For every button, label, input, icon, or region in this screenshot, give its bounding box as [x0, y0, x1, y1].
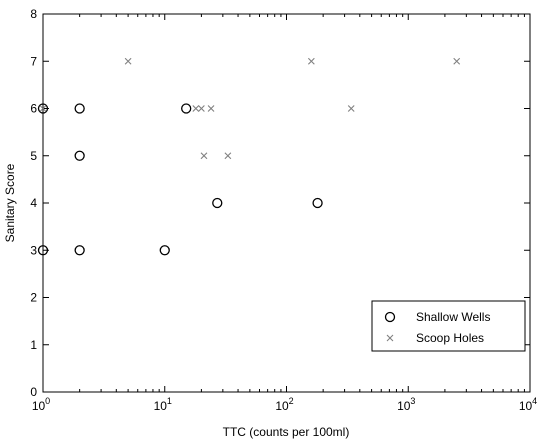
shallow-wells-point	[159, 245, 170, 256]
x-tick-base: 10	[154, 399, 168, 413]
x-tick-label: 100	[32, 396, 50, 413]
y-tick-label: 7	[30, 54, 37, 68]
x-tick-exponent: 0	[45, 396, 50, 406]
x-tick-label: 103	[397, 396, 415, 413]
scoop-holes-point	[200, 152, 208, 160]
data-points	[37, 57, 461, 256]
scoop-holes-point	[198, 105, 205, 112]
y-tick-label: 4	[30, 196, 37, 210]
legend-box	[371, 300, 526, 352]
x-tick-labels: 100 101 102 103 104	[32, 396, 537, 413]
shallow-wells-point	[74, 150, 85, 161]
x-marker-stroke	[453, 57, 461, 65]
legend-x-marker	[386, 334, 394, 342]
x-marker-stroke	[198, 105, 205, 112]
x-tick-label: 101	[154, 396, 172, 413]
x-tick-base: 10	[519, 399, 533, 413]
legend: Shallow Wells Scoop Holes	[371, 300, 526, 352]
x-axis-title: TTC (counts per 100ml)	[223, 425, 350, 439]
x-marker-stroke	[39, 105, 47, 112]
shallow-wells-point	[74, 103, 85, 114]
x-tick-exponent: 4	[532, 396, 537, 406]
legend-circle-marker	[384, 311, 396, 323]
y-tick-labels: 0 1 2 3 4 5 6 7 8	[30, 7, 37, 399]
shallow-wells-point	[37, 103, 49, 114]
x-tick-exponent: 1	[167, 396, 172, 406]
scoop-holes-point	[39, 105, 47, 112]
scoop-holes-point	[124, 57, 132, 65]
y-tick-label: 2	[30, 291, 37, 305]
x-marker-stroke	[224, 152, 232, 160]
legend-label: Shallow Wells	[416, 310, 490, 324]
scoop-holes-point	[347, 105, 355, 112]
x-tick-label: 102	[275, 396, 293, 413]
x-tick-base: 10	[32, 399, 46, 413]
y-axis-title: Sanitary Score	[3, 163, 17, 242]
x-tick-label: 104	[519, 396, 537, 413]
axis-ticks	[42, 13, 531, 393]
shallow-wells-point	[312, 197, 323, 209]
x-tick-base: 10	[275, 399, 289, 413]
scoop-holes-point	[224, 152, 232, 160]
shallow-wells-point	[181, 103, 192, 114]
legend-label: Scoop Holes	[416, 331, 484, 345]
x-marker-stroke	[347, 105, 355, 112]
x-marker-stroke	[207, 105, 215, 112]
x-tick-exponent: 2	[289, 396, 294, 406]
y-tick-label: 5	[30, 149, 37, 163]
x-marker-stroke	[307, 57, 315, 65]
x-marker-stroke	[200, 152, 208, 160]
scoop-holes-point	[192, 105, 200, 112]
shallow-wells-point	[74, 245, 85, 256]
scoop-holes-point	[207, 105, 215, 112]
shallow-wells-point	[37, 245, 49, 256]
scoop-holes-point	[453, 57, 461, 65]
x-marker-stroke	[192, 105, 200, 112]
x-tick-base: 10	[397, 399, 411, 413]
y-tick-label: 1	[30, 338, 37, 352]
x-marker-stroke	[386, 334, 394, 342]
x-marker-stroke	[124, 57, 132, 65]
scoop-holes-point	[307, 57, 315, 65]
x-tick-exponent: 3	[410, 396, 415, 406]
y-tick-label: 8	[30, 7, 37, 21]
y-tick-label: 3	[30, 243, 37, 257]
shallow-wells-point	[212, 197, 223, 209]
y-tick-label: 6	[30, 102, 37, 116]
y-tick-label: 0	[30, 385, 37, 399]
